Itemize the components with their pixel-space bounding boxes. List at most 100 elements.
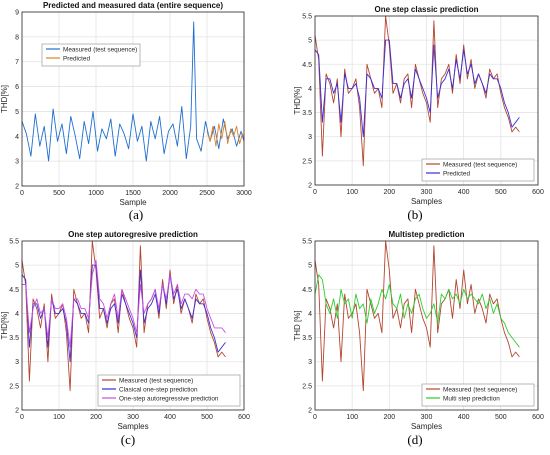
- x-tick-label: 300: [421, 414, 433, 421]
- chart-d-svg: 0 100 200 300 400 500 600 2 2.5 3 3.5 4 4.5 5 5.5 Multi…: [293, 230, 544, 431]
- x-tick-label: 3000: [236, 190, 252, 197]
- y-tick-label: 5.5: [9, 239, 19, 246]
- y-tick-label: 5: [15, 263, 19, 270]
- x-tick-label: 2500: [199, 190, 215, 197]
- legend-label-2: One-step autoregressive prediction: [119, 396, 219, 403]
- chart-b-svg: 0 100 200 300 400 500 600 2 2.5 3 3.5 4 4.5 5 5.5 One s…: [293, 5, 544, 206]
- y-tick-label: 4.5: [9, 287, 19, 294]
- legend-box: [41, 43, 141, 67]
- y-tick-label: 4: [308, 86, 312, 93]
- caption-b: (b): [407, 207, 423, 222]
- x-tick-label: 1500: [125, 190, 141, 197]
- series-line-0: [21, 21, 245, 162]
- x-tick-label: 500: [53, 190, 65, 197]
- legend-label-0: Measured (test sequence): [119, 378, 193, 385]
- y-tick-label: 4: [308, 311, 312, 318]
- x-tick-label: 200: [383, 189, 395, 196]
- series-line-0: [21, 240, 226, 392]
- x-axis-label: Samples: [117, 422, 148, 431]
- chart-panel-b: 0 100 200 300 400 500 600 2 2.5 3 3.5 4 4.5 5 5.5 One s…: [275, 0, 550, 225]
- x-tick-label: 600: [238, 414, 250, 421]
- x-axis-label: Samples: [411, 422, 442, 431]
- chart-title: Multistep prediction: [389, 230, 465, 239]
- y-tick-label: 2.5: [302, 158, 312, 165]
- x-tick-label: 200: [90, 414, 102, 421]
- x-tick-label: 600: [532, 414, 544, 421]
- caption-c: (c): [120, 432, 136, 447]
- x-tick-label: 500: [495, 414, 507, 421]
- x-tick-label: 300: [421, 189, 433, 196]
- chart-title: One step classic prediction: [374, 5, 478, 14]
- y-tick-label: 5.5: [302, 14, 312, 21]
- chart-panel-d: 0 100 200 300 400 500 600 2 2.5 3 3.5 4 4.5 5 5.5 Multi…: [275, 225, 550, 450]
- series-line-1: [206, 120, 245, 147]
- x-axis-label: Samples: [411, 197, 442, 206]
- legend-box: [421, 158, 535, 182]
- y-tick-label: 4: [15, 134, 19, 141]
- y-tick-label: 3: [308, 134, 312, 141]
- axes-frame: [314, 240, 539, 411]
- legend-label-1: Multi step prediction: [443, 396, 500, 403]
- x-tick-label: 600: [532, 189, 544, 196]
- x-tick-label: 0: [313, 414, 317, 421]
- y-tick-label: 5: [308, 263, 312, 270]
- legend-label-0: Measured (test sequence): [63, 47, 137, 54]
- x-tick-label: 0: [20, 190, 24, 197]
- x-tick-label: 400: [458, 189, 470, 196]
- x-tick-label: 400: [458, 414, 470, 421]
- x-tick-label: 100: [346, 189, 358, 196]
- y-tick-label: 2: [15, 184, 19, 191]
- series-line-2: [22, 259, 226, 348]
- y-tick-label: 8: [15, 34, 19, 41]
- axes-frame: [21, 11, 245, 187]
- legend-box: [421, 383, 535, 407]
- y-tick-label: 2: [308, 408, 312, 415]
- y-tick-label: 7: [15, 59, 19, 66]
- x-tick-label: 500: [201, 414, 213, 421]
- x-tick-label: 300: [127, 414, 139, 421]
- chart-title: One step autoregresive prediction: [68, 230, 198, 239]
- x-tick-label: 500: [495, 189, 507, 196]
- y-axis-label: THD[%]: [0, 312, 9, 340]
- series-line-1: [314, 39, 520, 138]
- y-tick-label: 2.5: [9, 383, 19, 390]
- y-tick-label: 3: [15, 359, 19, 366]
- x-tick-label: 100: [346, 414, 358, 421]
- chart-panel-a: 0 500 1000 1500 2000 2500 3000 2 3 4 5 6 7 8 9 Predicte…: [0, 0, 275, 225]
- caption-d: (d): [407, 432, 423, 447]
- y-tick-label: 5.5: [302, 239, 312, 246]
- y-tick-label: 2: [15, 408, 19, 415]
- y-tick-label: 3: [308, 359, 312, 366]
- x-tick-label: 2000: [162, 190, 178, 197]
- x-tick-label: 200: [383, 414, 395, 421]
- y-tick-label: 2.5: [302, 383, 312, 390]
- axes-frame: [21, 240, 245, 411]
- y-tick-label: 4.5: [302, 62, 312, 69]
- y-tick-label: 4.5: [302, 287, 312, 294]
- caption-a: (a): [128, 207, 144, 222]
- legend-label-0: Measured (test sequence): [443, 387, 517, 394]
- y-tick-label: 9: [15, 10, 19, 17]
- y-axis-label: THD[%]: [293, 87, 302, 115]
- y-tick-label: 6: [15, 84, 19, 91]
- y-tick-label: 3.5: [302, 335, 312, 342]
- legend-label-1: Clasical one-step prediction: [119, 387, 198, 394]
- chart-title: Predicted and measured data (entire sequ…: [43, 1, 223, 10]
- chart-a-svg: 0 500 1000 1500 2000 2500 3000 2 3 4 5 6 7 8 9 Predicte…: [0, 1, 252, 207]
- legend-box: [97, 374, 241, 407]
- series-line-0: [314, 15, 520, 167]
- series-line-1: [21, 264, 226, 363]
- x-tick-label: 400: [164, 414, 176, 421]
- axes-frame: [314, 15, 539, 186]
- x-axis-label: Sample: [119, 198, 147, 207]
- y-tick-label: 4: [15, 311, 19, 318]
- y-tick-label: 5: [15, 109, 19, 116]
- x-tick-label: 0: [313, 189, 317, 196]
- y-tick-label: 3.5: [302, 110, 312, 117]
- legend-label-1: Predicted: [443, 171, 470, 178]
- x-tick-label: 1000: [88, 190, 104, 197]
- y-tick-label: 5: [308, 38, 312, 45]
- x-tick-label: 0: [20, 414, 24, 421]
- legend-label-1: Predicted: [63, 56, 90, 63]
- y-tick-label: 3.5: [9, 335, 19, 342]
